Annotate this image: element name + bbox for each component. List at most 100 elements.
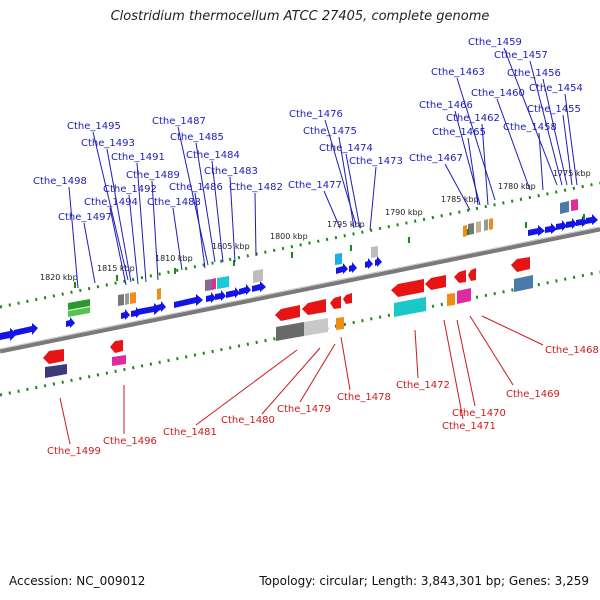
gene-forward[interactable]	[566, 218, 577, 229]
gene-silver-block[interactable]	[253, 269, 263, 283]
gene-orange-block[interactable]	[336, 317, 344, 330]
gene-label[interactable]: Cthe_1475	[303, 126, 357, 137]
gene-label[interactable]: Cthe_1455	[527, 104, 581, 115]
gene-gray-block[interactable]	[276, 322, 304, 341]
gene-gray-block[interactable]	[468, 223, 474, 235]
gene-label[interactable]: Cthe_1478	[337, 392, 391, 403]
gene-forward[interactable]	[14, 323, 38, 336]
gene-cyan-block[interactable]	[335, 253, 342, 265]
gene-navy-block[interactable]	[45, 364, 67, 378]
gene-reverse[interactable]	[391, 279, 424, 297]
gene-label[interactable]: Cthe_1474	[319, 143, 373, 154]
gene-cyan-block[interactable]	[217, 276, 229, 289]
gene-label[interactable]: Cthe_1480	[221, 415, 275, 426]
gene-magenta-block[interactable]	[112, 355, 126, 366]
gene-forward[interactable]	[239, 284, 251, 295]
gene-label[interactable]: Cthe_1471	[442, 421, 496, 432]
gene-gray-block[interactable]	[125, 293, 129, 305]
gene-label[interactable]: Cthe_1479	[277, 404, 331, 415]
gene-forward[interactable]	[375, 256, 382, 267]
gene-label[interactable]: Cthe_1494	[84, 197, 138, 208]
gene-label[interactable]: Cthe_1489	[126, 170, 180, 181]
gene-label[interactable]: Cthe_1473	[349, 156, 403, 167]
gene-label[interactable]: Cthe_1484	[186, 150, 240, 161]
gene-label[interactable]: Cthe_1460	[471, 88, 525, 99]
gene-reverse[interactable]	[302, 299, 326, 315]
gene-label[interactable]: Cthe_1463	[431, 67, 485, 78]
gene-forward[interactable]	[252, 281, 266, 292]
gene-label[interactable]: Cthe_1459	[468, 37, 522, 48]
gene-label[interactable]: Cthe_1496	[103, 436, 157, 447]
gene-label[interactable]: Cthe_1470	[452, 408, 506, 419]
gene-forward[interactable]	[545, 223, 557, 234]
gene-green-block-b[interactable]	[68, 307, 90, 317]
gene-magenta-block[interactable]	[457, 288, 471, 304]
gene-label[interactable]: Cthe_1486	[169, 182, 223, 193]
gene-reverse[interactable]	[330, 296, 341, 309]
gene-label[interactable]: Cthe_1481	[163, 427, 217, 438]
gene-label[interactable]: Cthe_1483	[204, 166, 258, 177]
gene-label[interactable]: Cthe_1497	[58, 212, 112, 223]
gene-forward[interactable]	[576, 216, 588, 227]
gene-orange-block[interactable]	[130, 292, 136, 304]
gene-forward[interactable]	[556, 220, 567, 231]
gene-label[interactable]: Cthe_1498	[33, 176, 87, 187]
gene-reverse[interactable]	[110, 340, 123, 353]
gene-reverse[interactable]	[454, 270, 466, 283]
gene-steel-block[interactable]	[514, 275, 533, 292]
gene-reverse[interactable]	[468, 268, 476, 281]
gene-label[interactable]: Cthe_1472	[396, 380, 450, 391]
gene-gray-block[interactable]	[484, 219, 488, 231]
gene-forward[interactable]	[206, 292, 216, 303]
gene-reverse[interactable]	[275, 305, 300, 321]
gene-green-block[interactable]	[68, 299, 90, 310]
gene-forward[interactable]	[586, 214, 598, 225]
gene-label[interactable]: Cthe_1467	[409, 153, 463, 164]
gene-forward[interactable]	[349, 262, 357, 273]
gene-reverse[interactable]	[43, 349, 64, 364]
gene-silver-block[interactable]	[371, 246, 378, 258]
gene-label[interactable]: Cthe_1456	[507, 68, 561, 79]
gene-label[interactable]: Cthe_1488	[147, 197, 201, 208]
gene-label[interactable]: Cthe_1468	[545, 345, 599, 356]
gene-label[interactable]: Cthe_1454	[529, 83, 583, 94]
gene-label[interactable]: Cthe_1457	[494, 50, 548, 61]
gene-silver-block[interactable]	[304, 318, 328, 336]
gene-label[interactable]: Cthe_1491	[111, 152, 165, 163]
gene-label[interactable]: Cthe_1462	[446, 113, 500, 124]
gene-label[interactable]: Cthe_1485	[170, 132, 224, 143]
gene-forward[interactable]	[121, 309, 130, 320]
gene-forward[interactable]	[528, 225, 545, 236]
gene-gray-block[interactable]	[118, 294, 124, 306]
gene-label[interactable]: Cthe_1458	[503, 122, 557, 133]
gene-label[interactable]: Cthe_1465	[432, 127, 486, 138]
gene-forward[interactable]	[66, 317, 75, 328]
gene-label[interactable]: Cthe_1492	[103, 184, 157, 195]
gene-forward[interactable]	[336, 263, 348, 274]
gene-steel-block[interactable]	[560, 201, 569, 214]
gene-label[interactable]: Cthe_1495	[67, 121, 121, 132]
gene-reverse[interactable]	[343, 293, 352, 304]
gene-forward[interactable]	[0, 328, 17, 341]
gene-forward[interactable]	[131, 307, 141, 318]
gene-forward[interactable]	[138, 303, 161, 315]
gene-orange-block[interactable]	[463, 225, 467, 237]
gene-label[interactable]: Cthe_1499	[47, 446, 101, 457]
gene-reverse[interactable]	[425, 275, 446, 290]
gene-label[interactable]: Cthe_1466	[419, 100, 473, 111]
gene-reverse[interactable]	[511, 257, 530, 272]
gene-tan-block[interactable]	[476, 221, 481, 233]
gene-orange-block[interactable]	[489, 218, 493, 230]
gene-label[interactable]: Cthe_1493	[81, 138, 135, 149]
gene-orange-block[interactable]	[157, 288, 161, 300]
gene-magenta-block[interactable]	[571, 199, 578, 211]
gene-forward[interactable]	[215, 290, 226, 301]
gene-gray-block[interactable]	[205, 279, 212, 291]
gene-label[interactable]: Cthe_1487	[152, 116, 206, 127]
gene-orange-block[interactable]	[447, 293, 455, 306]
gene-label[interactable]: Cthe_1482	[229, 182, 283, 193]
gene-label[interactable]: Cthe_1469	[506, 389, 560, 400]
gene-forward[interactable]	[226, 287, 240, 298]
gene-forward[interactable]	[174, 294, 203, 308]
gene-label[interactable]: Cthe_1477	[288, 180, 342, 191]
